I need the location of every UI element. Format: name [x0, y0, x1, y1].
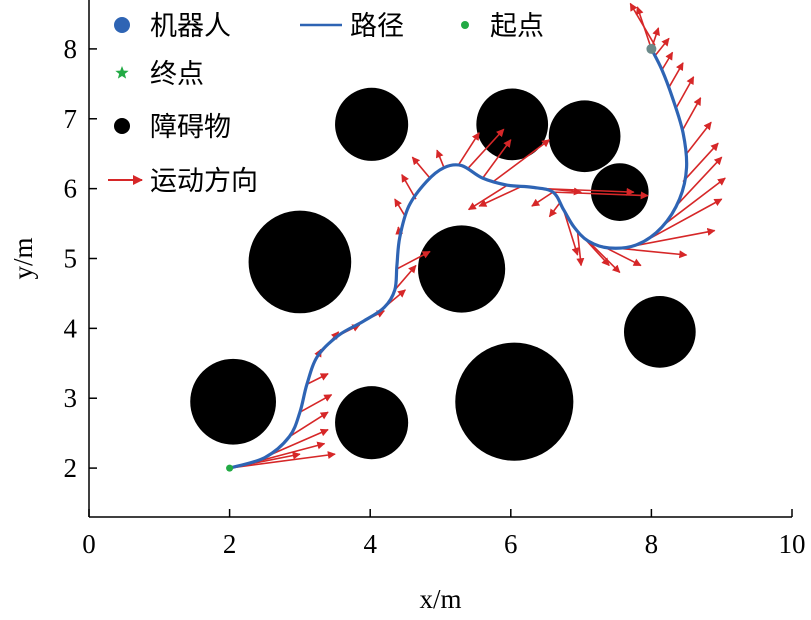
y-tick-label: 2 — [64, 453, 78, 483]
start-point — [226, 464, 234, 472]
y-tick-label: 7 — [64, 104, 78, 134]
motion-arrow — [629, 2, 656, 46]
motion-arrow — [616, 247, 688, 259]
legend-marker — [461, 21, 469, 29]
obstacle — [455, 342, 574, 461]
motion-arrow — [562, 209, 580, 256]
y-axis-label: y/m — [8, 237, 38, 279]
y-tick-label: 8 — [64, 34, 78, 64]
motion-arrow — [288, 411, 329, 438]
obstacle — [476, 88, 549, 161]
motion-arrow — [411, 156, 431, 179]
y-tick-label: 6 — [64, 174, 78, 204]
motion-arrow — [552, 191, 649, 200]
goal-point — [646, 43, 657, 54]
motion-arrow — [299, 394, 333, 413]
path-line — [229, 48, 689, 470]
motion-arrow — [664, 177, 726, 225]
motion-arrow — [394, 264, 417, 291]
motion-arrow — [306, 373, 329, 385]
legend-label: 终点 — [150, 59, 204, 90]
motion-arrow — [633, 227, 716, 247]
motion-arrow — [675, 156, 723, 207]
motion-arrow — [675, 76, 695, 109]
legend-label: 起点 — [490, 11, 544, 42]
obstacle — [190, 358, 276, 445]
motion-arrow — [394, 198, 407, 217]
x-tick-label: 2 — [223, 529, 237, 559]
motion-arrow — [685, 121, 712, 155]
motion-arrow — [682, 142, 719, 183]
legend-marker — [115, 66, 129, 79]
y-tick-label: 4 — [64, 313, 78, 343]
x-axis-label: x/m — [419, 584, 461, 614]
x-tick-label: 6 — [504, 529, 518, 559]
motion-arrow — [548, 202, 561, 218]
motion-arrow — [587, 240, 621, 274]
motion-arrow — [467, 184, 508, 211]
obstacle — [418, 225, 506, 313]
motion-arrow — [396, 250, 431, 270]
legend-marker — [114, 17, 130, 33]
obstacles — [190, 87, 696, 461]
x-tick-label: 8 — [645, 529, 659, 559]
motion-arrow — [682, 97, 702, 130]
x-tick-label: 4 — [363, 529, 377, 559]
start-goal-points — [226, 43, 657, 472]
legend-label: 机器人 — [150, 11, 231, 42]
motion-arrow — [651, 198, 723, 239]
legend-label: 障碍物 — [150, 112, 231, 143]
motion-arrow — [492, 139, 551, 183]
motion-arrow — [482, 139, 512, 179]
x-tick-label: 10 — [779, 529, 806, 559]
obstacle — [335, 87, 409, 161]
y-tick-label: 3 — [64, 383, 78, 413]
robot-path — [229, 48, 689, 470]
motion-arrow — [668, 62, 684, 88]
motion-arrow — [468, 128, 505, 169]
x-tick-label: 0 — [82, 529, 96, 559]
motion-arrow — [271, 428, 329, 455]
motion-arrow — [531, 191, 554, 207]
motion-arrow — [654, 37, 670, 57]
obstacle — [335, 386, 409, 460]
motion-arrow — [457, 132, 480, 167]
motion-arrow — [576, 231, 585, 267]
legend-marker — [114, 118, 130, 134]
tick-labels: 0 2 4 6 8 10 2 3 4 5 6 7 8 — [64, 34, 806, 559]
motion-arrow — [661, 51, 674, 71]
y-tick-label: 5 — [64, 244, 78, 274]
motion-arrow — [435, 149, 445, 168]
legend-label: 运动方向 — [150, 166, 258, 197]
obstacle — [548, 100, 621, 173]
motion-arrow — [229, 451, 336, 469]
obstacle — [623, 296, 696, 368]
obstacle — [248, 210, 352, 314]
motion-arrow — [542, 187, 635, 196]
motion-arrow — [478, 185, 522, 207]
legend-label: 路径 — [350, 11, 404, 42]
